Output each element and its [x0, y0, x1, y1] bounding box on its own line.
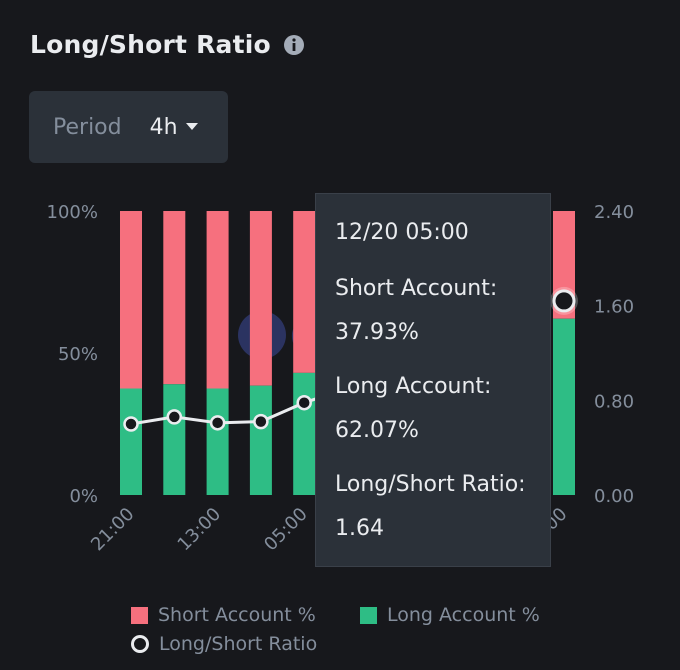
- x-tick-label: 21:00: [87, 504, 139, 556]
- long-bar: [206, 388, 229, 495]
- right-tick-label: 2.40: [594, 202, 634, 223]
- long-bar: [293, 372, 316, 495]
- ratio-point: [209, 415, 226, 431]
- tooltip-time: 12/20 05:00: [335, 220, 469, 245]
- short-bar: [120, 211, 142, 389]
- ratio-point: [253, 413, 269, 430]
- tooltip-long-value: 62.07%: [335, 418, 419, 443]
- legend-ratio-label: Long/Short Ratio: [159, 633, 318, 655]
- x-tick-label: 13:00: [174, 504, 226, 556]
- x-tick-label: 05:00: [260, 504, 312, 556]
- legend-long-swatch: [360, 606, 377, 624]
- chevron-down-icon[interactable]: [185, 123, 198, 131]
- tooltip-ratio-label: Long/Short Ratio:: [335, 472, 526, 497]
- right-tick-label: 0.80: [594, 391, 634, 412]
- period-value[interactable]: 4h: [149, 114, 178, 140]
- tooltip-long-label: Long Account:: [335, 374, 492, 399]
- chart-header: Long/Short Ratio: [30, 30, 305, 59]
- ratio-point: [123, 416, 139, 432]
- tooltip-ratio-value: 1.64: [335, 516, 384, 541]
- ratio-point: [296, 394, 312, 411]
- left-tick-label: 100%: [47, 202, 98, 223]
- legend-ratio[interactable]: Long/Short Ratio: [131, 633, 317, 655]
- legend-short-label: Short Account %: [158, 604, 316, 626]
- long-bar: [249, 385, 272, 495]
- ratio-point: [552, 289, 576, 313]
- long-bar: [120, 388, 142, 495]
- tooltip-short-label: Short Account:: [335, 276, 498, 301]
- short-bar: [206, 211, 229, 389]
- short-bar: [249, 211, 272, 386]
- left-y-axis: 0% 50% 100%: [47, 202, 98, 507]
- right-y-axis: 0.00 0.80 1.60 2.40: [594, 202, 634, 507]
- short-bar: [163, 211, 186, 385]
- page-title: Long/Short Ratio: [30, 30, 271, 59]
- info-icon[interactable]: [283, 34, 305, 56]
- left-tick-label: 0%: [69, 486, 98, 507]
- data-tooltip: 12/20 05:00 Short Account: 37.93% Long A…: [315, 193, 551, 567]
- tooltip-short-value: 37.93%: [335, 320, 419, 345]
- legend-ratio-marker: [131, 635, 149, 653]
- legend-long-label: Long Account %: [387, 604, 540, 626]
- left-tick-label: 50%: [58, 344, 98, 365]
- ratio-point: [166, 409, 183, 425]
- legend-long[interactable]: Long Account %: [360, 604, 540, 626]
- legend-short[interactable]: Short Account %: [131, 604, 316, 626]
- long-bar: [163, 384, 186, 495]
- legend-short-swatch: [131, 606, 148, 624]
- long-bar: [553, 318, 575, 495]
- period-label: Period: [53, 114, 122, 140]
- period-selector[interactable]: Period 4h: [29, 91, 228, 163]
- short-bar: [293, 211, 316, 373]
- right-tick-label: 1.60: [594, 297, 634, 318]
- right-tick-label: 0.00: [594, 486, 634, 507]
